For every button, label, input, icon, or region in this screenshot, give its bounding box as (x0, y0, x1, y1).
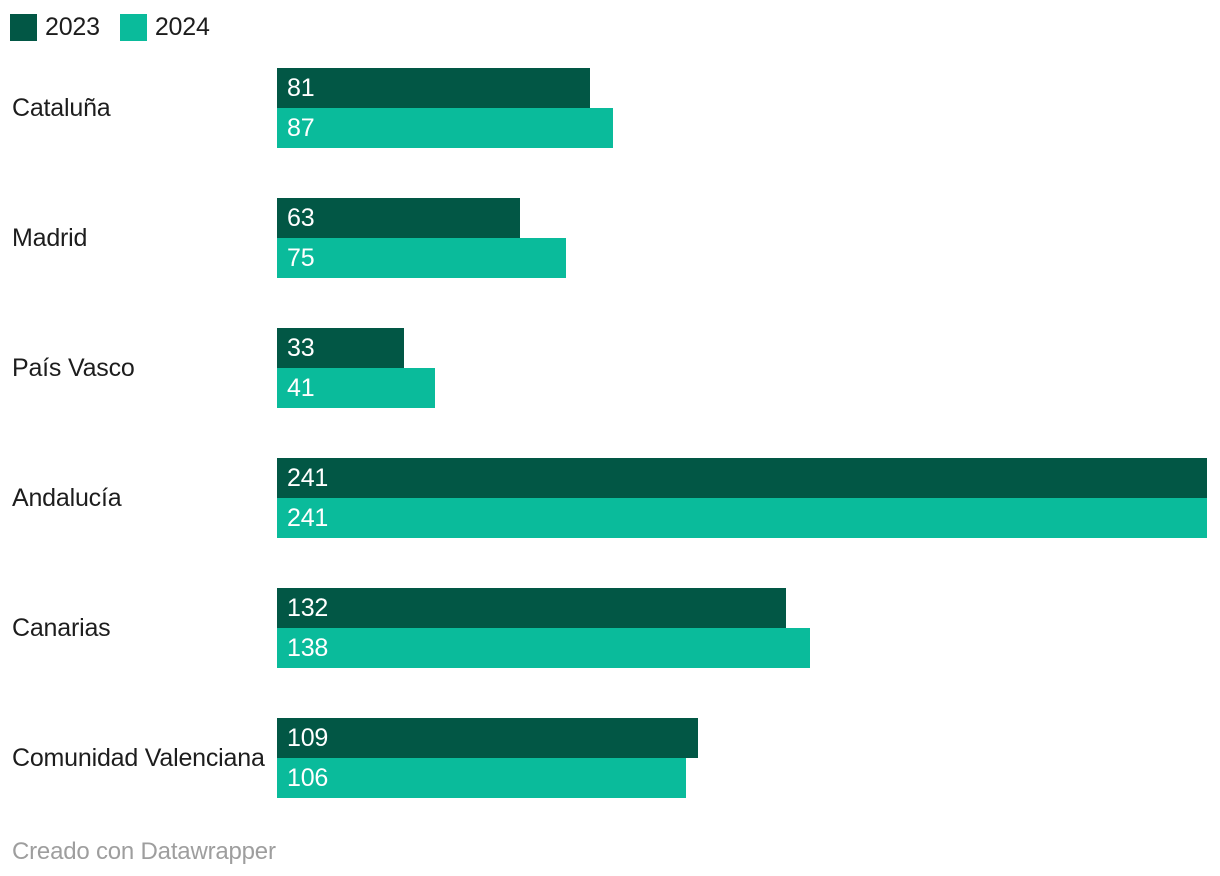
legend-swatch-2023-icon (10, 14, 37, 41)
bar-value-label: 109 (287, 723, 329, 752)
bar-2023: 132 (277, 588, 787, 628)
bar-2024: 41 (277, 368, 436, 408)
legend-label-2023: 2023 (45, 13, 100, 41)
bar-value-label: 33 (287, 333, 315, 362)
bar-value-label: 241 (287, 503, 329, 532)
bar-value-label: 87 (287, 113, 315, 142)
legend-label-2024: 2024 (154, 13, 210, 41)
category-label: Madrid (12, 223, 88, 252)
bar-value-label: 41 (287, 373, 315, 402)
chart-row: Cataluña 81 87 (0, 68, 1220, 148)
category-label: Canarias (12, 613, 111, 642)
legend-item-2023: 2023 (10, 14, 100, 41)
bar-2023: 81 (277, 68, 590, 108)
bar-value-label: 75 (287, 243, 315, 272)
bar-2024: 75 (277, 238, 567, 278)
bar-2023: 241 (277, 458, 1207, 498)
bar-group: 63 75 (277, 198, 1220, 278)
chart-row: Comunidad Valenciana 109 106 (0, 718, 1220, 798)
legend: 2023 2024 (10, 14, 210, 41)
category-label: Cataluña (12, 93, 111, 122)
bar-chart: Cataluña 81 87 Madrid 63 75 País Vasco 33 41 Anda… (0, 68, 1220, 848)
bar-2023: 63 (277, 198, 521, 238)
category-label: País Vasco (12, 353, 135, 382)
bar-value-label: 132 (287, 593, 329, 622)
category-label: Comunidad Valenciana (12, 743, 265, 772)
bar-group: 132 138 (277, 588, 1220, 668)
bar-2024: 87 (277, 108, 613, 148)
bar-group: 33 41 (277, 328, 1220, 408)
chart-row: Andalucía 241 241 (0, 458, 1220, 538)
bar-value-label: 138 (287, 633, 329, 662)
bar-value-label: 63 (287, 203, 315, 232)
bar-2023: 109 (277, 718, 698, 758)
bar-2024: 241 (277, 498, 1207, 538)
bar-2024: 106 (277, 758, 687, 798)
chart-row: Madrid 63 75 (0, 198, 1220, 278)
bar-group: 241 241 (277, 458, 1220, 538)
chart-row: País Vasco 33 41 (0, 328, 1220, 408)
category-label: Andalucía (12, 483, 122, 512)
datawrapper-credit-link[interactable]: Creado con Datawrapper (12, 838, 276, 865)
bar-value-label: 241 (287, 463, 329, 492)
bar-2023: 33 (277, 328, 405, 368)
bar-value-label: 106 (287, 763, 329, 792)
bar-group: 109 106 (277, 718, 1220, 798)
bar-2024: 138 (277, 628, 810, 668)
legend-swatch-2024-icon (119, 14, 147, 41)
bar-value-label: 81 (287, 73, 315, 102)
bar-group: 81 87 (277, 68, 1220, 148)
chart-row: Canarias 132 138 (0, 588, 1220, 668)
legend-item-2024: 2024 (119, 13, 210, 41)
